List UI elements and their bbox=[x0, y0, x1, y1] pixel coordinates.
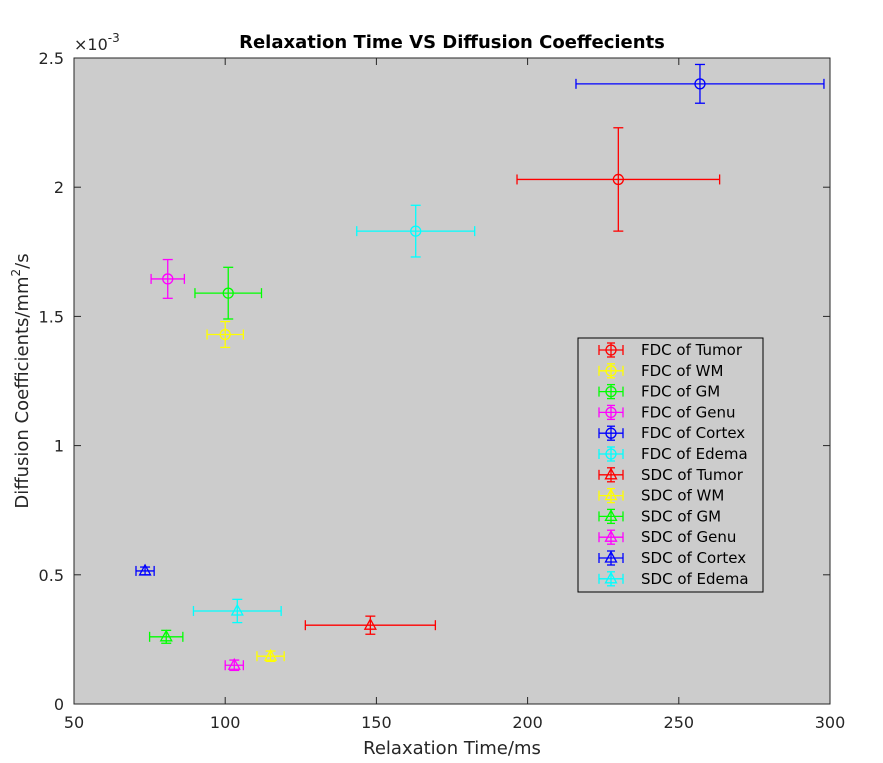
legend-label: FDC of GM bbox=[641, 383, 720, 401]
legend-item: FDC of Cortex bbox=[598, 424, 745, 442]
data-point bbox=[159, 629, 173, 642]
legend-marker bbox=[605, 427, 617, 439]
y-tick-label: 2 bbox=[54, 178, 64, 197]
legend-item: SDC of WM bbox=[598, 487, 724, 505]
y-axis-exponent-base: ×10 bbox=[74, 35, 108, 54]
y-axis-label: Diffusion Coefficients/mm2/s bbox=[9, 253, 33, 508]
legend-label: SDC of Cortex bbox=[641, 549, 746, 567]
legend-item: SDC of Genu bbox=[598, 528, 736, 546]
legend-label: FDC of Cortex bbox=[641, 424, 745, 442]
data-point bbox=[162, 273, 174, 285]
data-point bbox=[219, 328, 231, 341]
data-point bbox=[138, 563, 152, 576]
legend-label: FDC of Genu bbox=[641, 403, 736, 421]
series-fdc-of-wm bbox=[206, 320, 244, 349]
series-fdc-of-cortex bbox=[575, 63, 825, 104]
legend-item: FDC of Edema bbox=[598, 445, 748, 463]
data-point bbox=[612, 173, 624, 186]
y-tick-label: 0 bbox=[54, 695, 64, 714]
y-axis-exponent: ×10-3 bbox=[74, 31, 120, 54]
series-fdc-of-edema bbox=[356, 204, 476, 258]
legend-marker bbox=[604, 488, 618, 501]
x-tick-label: 200 bbox=[512, 713, 543, 732]
series-sdc-of-genu bbox=[224, 657, 244, 672]
series-fdc-of-tumor bbox=[516, 127, 721, 232]
data-point bbox=[694, 78, 706, 90]
y-axis-label-superscript: 2 bbox=[9, 269, 23, 277]
series-sdc-of-gm bbox=[148, 629, 184, 644]
x-tick-label: 300 bbox=[815, 713, 846, 732]
y-axis-exponent-power: -3 bbox=[108, 31, 120, 45]
data-point bbox=[230, 603, 244, 616]
legend-item: SDC of GM bbox=[598, 507, 721, 525]
chart-title: Relaxation Time VS Diffusion Coeffecient… bbox=[239, 32, 665, 53]
series-fdc-of-gm bbox=[194, 266, 263, 320]
legend-label: SDC of Genu bbox=[641, 528, 736, 546]
series-fdc-of-genu bbox=[150, 258, 186, 299]
data-point bbox=[222, 287, 234, 299]
y-tick-label: 1.5 bbox=[39, 307, 64, 326]
legend-label: SDC of GM bbox=[641, 507, 721, 525]
x-tick-labels: 50 100 150 200 250 300 bbox=[64, 713, 845, 732]
legend-label: SDC of Edema bbox=[641, 570, 749, 588]
x-tick-label: 100 bbox=[210, 713, 241, 732]
series-sdc-of-tumor bbox=[304, 615, 437, 635]
legend-marker bbox=[604, 529, 618, 542]
legend-item: FDC of Genu bbox=[598, 403, 736, 421]
y-tick-label: 2.5 bbox=[39, 49, 64, 68]
x-axis-label: Relaxation Time/ms bbox=[363, 738, 541, 759]
y-tick-label: 1 bbox=[54, 437, 64, 456]
y-tick-labels: 0 0.5 1 1.5 2 2.5 bbox=[39, 49, 64, 714]
legend-item: FDC of WM bbox=[598, 362, 723, 380]
legend-label: SDC of Tumor bbox=[641, 466, 744, 484]
series-sdc-of-cortex bbox=[135, 563, 155, 576]
legend-marker bbox=[605, 385, 617, 398]
legend-marker bbox=[604, 571, 618, 584]
legend-marker bbox=[604, 550, 618, 563]
legend-item: FDC of Tumor bbox=[598, 341, 743, 359]
data-point bbox=[363, 617, 377, 630]
legend-item: FDC of GM bbox=[598, 383, 720, 401]
legend-item: SDC of Tumor bbox=[598, 466, 744, 484]
x-tick-label: 50 bbox=[64, 713, 84, 732]
data-point bbox=[263, 648, 278, 661]
y-axis-label-unit: /s bbox=[12, 253, 33, 268]
legend-item: SDC of Edema bbox=[598, 570, 749, 588]
data-point bbox=[227, 657, 241, 670]
legend-label: FDC of Edema bbox=[641, 445, 748, 463]
legend-marker bbox=[605, 406, 617, 419]
y-axis-label-main: Diffusion Coefficients/mm bbox=[12, 276, 33, 508]
x-tick-label: 250 bbox=[664, 713, 695, 732]
legend: FDC of Tumor FDC of WM FDC of GM FDC of Gen… bbox=[577, 337, 764, 593]
legend-marker bbox=[604, 509, 618, 522]
series-sdc-of-edema bbox=[192, 598, 282, 624]
legend-marker bbox=[604, 467, 618, 480]
x-tick-label: 150 bbox=[361, 713, 392, 732]
legend-label: FDC of Tumor bbox=[641, 341, 743, 359]
legend-marker bbox=[605, 344, 617, 356]
series-sdc-of-wm bbox=[256, 648, 285, 663]
legend-label: SDC of WM bbox=[641, 487, 724, 505]
data-point bbox=[410, 225, 422, 237]
y-tick-label: 0.5 bbox=[39, 566, 64, 585]
legend-label: FDC of WM bbox=[641, 362, 723, 380]
series-layer bbox=[135, 63, 825, 672]
legend-marker bbox=[605, 365, 617, 377]
legend-item: SDC of Cortex bbox=[598, 549, 746, 567]
axis-ticks bbox=[73, 57, 831, 705]
legend-marker bbox=[605, 448, 617, 460]
legend-box bbox=[577, 337, 764, 593]
